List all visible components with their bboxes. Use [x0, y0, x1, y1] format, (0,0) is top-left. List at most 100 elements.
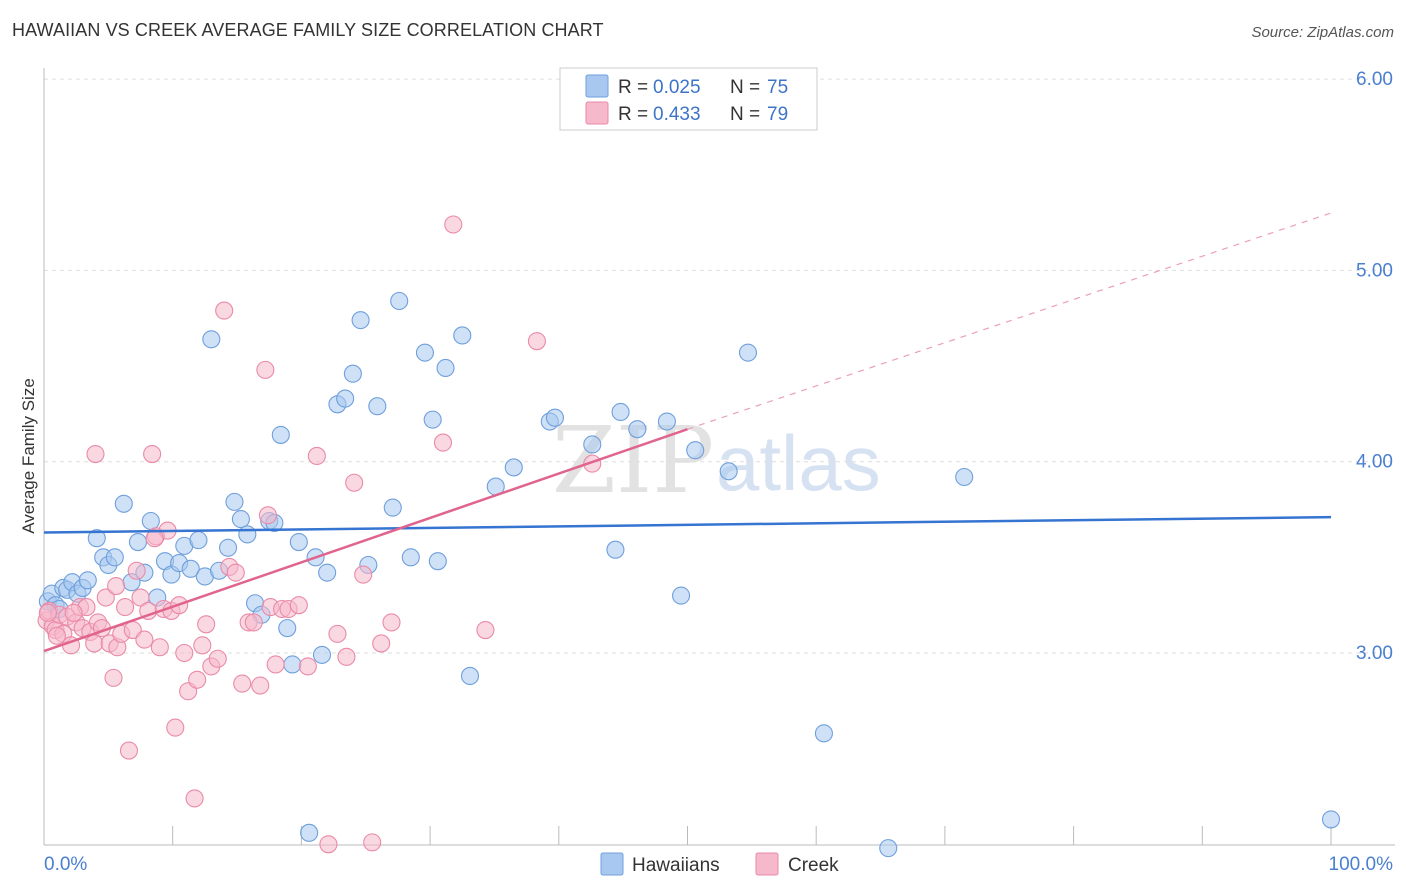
legend-r-value-creek: 0.433: [653, 104, 701, 125]
creek-point-21: [116, 598, 135, 617]
hawaiians-point-48: [351, 311, 370, 330]
hawaiians-point-27: [202, 330, 221, 349]
hawaiians-point-29: [218, 538, 238, 557]
creek-point-49: [244, 613, 263, 632]
y-axis-title: Average Family Size: [19, 378, 38, 534]
creek-point-40: [193, 636, 212, 655]
hawaiians-point-76: [1321, 810, 1341, 829]
bottom-legend-swatch-hawaiians: [600, 852, 624, 876]
legend-n-label-creek: N =: [730, 104, 760, 125]
x-axis-ticks: [172, 826, 1332, 845]
hawaiians-point-37: [271, 425, 290, 444]
creek-point-70: [527, 332, 546, 351]
series-creek: [37, 215, 602, 854]
creek-point-59: [319, 835, 338, 854]
hawaiians-point-47: [343, 364, 362, 383]
creek-point-25: [131, 588, 150, 607]
creek-point-41: [197, 615, 216, 634]
y-tick-labels: 3.00 4.00 5.00 6.00: [1356, 69, 1393, 664]
creek-point-77: [145, 529, 164, 548]
creek-point-36: [175, 643, 194, 663]
creek-point-34: [166, 718, 185, 737]
stats-legend: R = 0.025 N = 75 R = 0.433 N = 79: [559, 67, 818, 131]
creek-point-18: [104, 668, 123, 687]
creek-point-47: [233, 674, 252, 693]
creek-point-64: [363, 833, 382, 852]
hawaiians-trend-line: [43, 515, 1332, 534]
hawaiians-point-30: [225, 492, 244, 511]
hawaiians-point-38: [278, 619, 297, 638]
hawaiians-point-56: [428, 552, 447, 571]
hawaiians-point-75: [955, 467, 974, 487]
creek-point-39: [188, 670, 207, 689]
creek-point-72: [38, 603, 57, 622]
creek-point-66: [382, 613, 401, 632]
y-tick-label-0: 3.00: [1356, 643, 1393, 664]
x-tick-label-min: 0.0%: [44, 854, 87, 875]
creek-point-63: [354, 565, 373, 584]
hawaiians-point-32: [238, 525, 257, 544]
creek-point-16: [96, 588, 115, 607]
hawaiians-point-54: [415, 343, 435, 362]
hawaiians-point-44: [318, 563, 337, 582]
hawaiians-point-69: [672, 586, 691, 605]
hawaiians-point-14: [114, 494, 133, 513]
legend-r-label-hawaiians: R =: [618, 77, 648, 98]
hawaiians-point-43: [312, 645, 332, 664]
hawaiians-point-18: [141, 511, 160, 531]
hawaiians-point-50: [368, 397, 387, 416]
bottom-legend-label-creek: Creek: [788, 855, 839, 876]
creek-trend-line: [43, 427, 688, 653]
legend-n-label-hawaiians: N =: [730, 77, 760, 98]
legend-r-value-hawaiians: 0.025: [653, 77, 701, 98]
creek-point-78: [258, 506, 277, 525]
gridlines: [44, 78, 1395, 654]
creek-point-61: [337, 647, 356, 666]
creek-point-50: [251, 676, 270, 695]
creek-point-22: [119, 741, 138, 760]
creek-trend-extension: [687, 212, 1332, 430]
creek-point-26: [135, 630, 154, 649]
y-tick-label-2: 5.00: [1356, 260, 1393, 281]
hawaiians-point-61: [504, 458, 523, 477]
hawaiians-point-31: [231, 510, 250, 529]
series-hawaiians: [38, 291, 1341, 858]
creek-point-53: [266, 655, 285, 674]
creek-point-51: [256, 360, 275, 379]
creek-point-60: [328, 624, 347, 643]
creek-point-65: [372, 634, 391, 653]
hawaiians-point-52: [390, 291, 409, 311]
bottom-legend-label-hawaiians: Hawaiians: [632, 855, 720, 876]
hawaiians-point-57: [436, 358, 455, 378]
hawaiians-point-55: [423, 410, 442, 429]
hawaiians-point-51: [383, 498, 402, 517]
hawaiians-point-74: [879, 839, 898, 858]
hawaiians-point-25: [189, 531, 208, 550]
hawaiians-point-65: [606, 540, 625, 559]
legend-n-value-hawaiians: 75: [767, 77, 788, 98]
legend-swatch-creek: [585, 101, 609, 125]
creek-point-62: [345, 473, 364, 492]
creek-point-38: [185, 789, 204, 808]
creek-point-76: [107, 576, 126, 596]
creek-point-46: [226, 563, 245, 582]
creek-point-69: [476, 620, 495, 640]
creek-point-24: [127, 561, 146, 580]
hawaiians-point-59: [460, 666, 480, 686]
chart-title: HAWAIIAN VS CREEK AVERAGE FAMILY SIZE CO…: [12, 20, 604, 40]
creek-point-44: [215, 301, 234, 320]
hawaiians-point-67: [628, 420, 647, 439]
hawaiians-point-41: [300, 823, 319, 842]
source-label: Source: ZipAtlas.com: [1251, 24, 1394, 41]
creek-point-13: [85, 634, 104, 653]
hawaiians-point-9: [78, 571, 97, 590]
hawaiians-point-53: [401, 548, 420, 567]
creek-point-67: [433, 433, 453, 452]
legend-swatch-hawaiians: [585, 74, 609, 98]
hawaiians-point-58: [453, 326, 472, 345]
creek-point-56: [289, 596, 308, 615]
hawaiians-point-71: [719, 462, 738, 481]
creek-point-58: [307, 446, 326, 466]
creek-point-74: [64, 603, 83, 622]
